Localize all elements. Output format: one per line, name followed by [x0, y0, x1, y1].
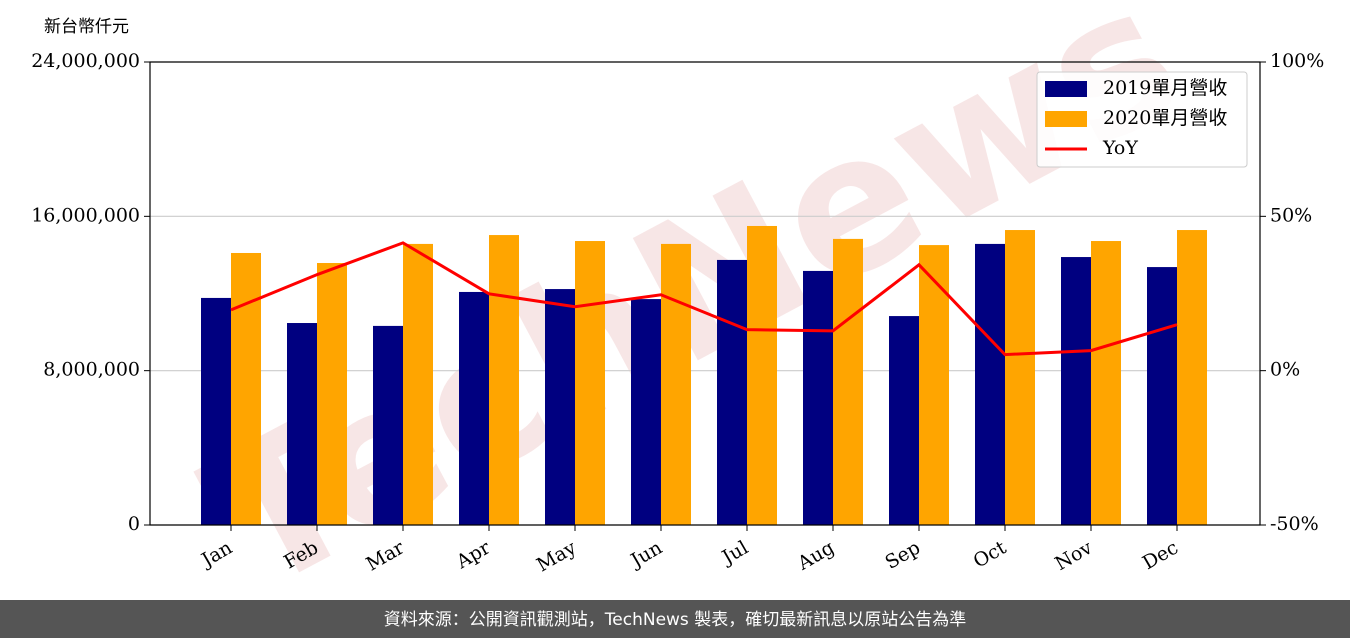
- bar: [1091, 241, 1121, 525]
- plot-frame: [149, 61, 1261, 526]
- x-tick-label: Dec: [1139, 537, 1182, 575]
- y2-tick-label: 50%: [1270, 204, 1312, 226]
- y-tick-label: 16,000,000: [31, 204, 140, 226]
- bar: [889, 316, 919, 525]
- y2-tick-label: 100%: [1270, 50, 1324, 72]
- bar: [1177, 230, 1207, 526]
- line: [230, 241, 1178, 357]
- bar: [403, 243, 433, 525]
- x-tick-label: Oct: [970, 536, 1011, 572]
- bar: [1061, 257, 1091, 525]
- bar: [717, 259, 747, 525]
- bar: [747, 225, 777, 525]
- bar: [1147, 267, 1177, 525]
- bar: [373, 325, 403, 525]
- bar: [833, 238, 863, 525]
- bar: [803, 270, 833, 525]
- legend-label: YoY: [1102, 137, 1138, 159]
- legend-swatch: [1045, 81, 1087, 97]
- bar: [575, 241, 605, 525]
- x-tick-label: Aug: [793, 537, 838, 576]
- bar: [489, 235, 519, 525]
- x-tick-label: Jun: [625, 537, 666, 573]
- legend-swatch: [1045, 111, 1087, 127]
- x-tick-label: May: [533, 536, 580, 576]
- bar: [201, 297, 231, 525]
- x-tick-label: Jul: [717, 537, 752, 570]
- bar: [919, 245, 949, 525]
- x-tick-label: Nov: [1051, 536, 1096, 575]
- y-tick-label: 0: [128, 513, 140, 535]
- bar: [661, 243, 691, 525]
- bar: [459, 291, 489, 525]
- y-tick-label: 24,000,000: [31, 50, 140, 72]
- y-tick-label: 8,000,000: [43, 359, 140, 381]
- legend-label: 2020單月營收: [1103, 107, 1227, 129]
- y2-tick-label: -50%: [1270, 513, 1319, 535]
- bar: [1005, 230, 1035, 526]
- legend-label: 2019單月營收: [1103, 77, 1227, 99]
- footer-band: [0, 600, 1350, 638]
- x-tick-label: Sep: [881, 537, 924, 574]
- bar: [231, 252, 261, 526]
- bar: [287, 323, 317, 525]
- bar: [545, 289, 575, 525]
- y2-tick-label: 0%: [1270, 359, 1300, 381]
- legend-box: [1036, 71, 1248, 168]
- bar: [317, 263, 347, 525]
- bar: [631, 299, 661, 525]
- source-note: 資料來源：公開資訊觀測站，TechNews 製表，確切最新訊息以原站公告為準: [384, 610, 966, 630]
- x-tick-label: Apr: [452, 536, 495, 573]
- bar: [975, 243, 1005, 525]
- y-axis-label: 新台幣仟元: [44, 17, 129, 37]
